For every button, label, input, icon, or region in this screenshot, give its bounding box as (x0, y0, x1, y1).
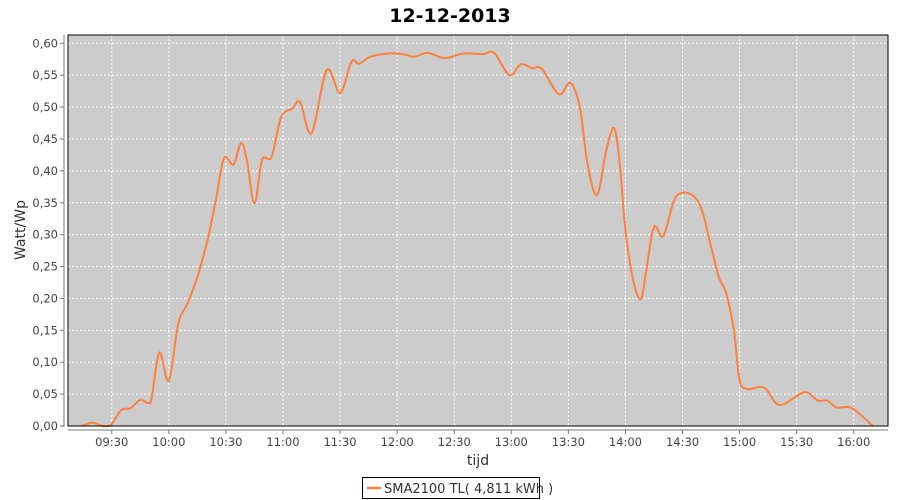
x-tick-label: 11:30 (323, 435, 356, 449)
y-tick-label: 0,55 (32, 68, 58, 82)
y-tick-label: 0,50 (32, 100, 58, 114)
legend: SMA2100 TL( 4,811 kWh ) (362, 477, 553, 499)
y-tick-label: 0,00 (32, 419, 58, 433)
y-tick-label: 0,25 (32, 260, 58, 274)
x-tick-label: 14:30 (666, 435, 699, 449)
y-tick-label: 0,35 (32, 196, 58, 210)
x-axis-label: tijd (467, 453, 489, 469)
x-tick-label: 10:00 (152, 435, 185, 449)
x-tick-label: 15:00 (723, 435, 756, 449)
legend-label: SMA2100 TL( 4,811 kWh ) (384, 482, 553, 497)
chart-title: 12-12-2013 (389, 5, 511, 27)
series-line (81, 50, 874, 428)
x-tick-label: 10:30 (209, 435, 242, 449)
series-layer (81, 50, 874, 428)
y-tick-label: 0,40 (32, 164, 58, 178)
y-tick-label: 0,05 (32, 387, 58, 401)
legend-box (362, 477, 540, 499)
x-axis-ticks: 09:30 10:00 10:30 11:00 11:30 12:00 12:30 13:00… (95, 430, 870, 449)
x-tick-label: 12:30 (438, 435, 471, 449)
x-tick-label: 11:00 (266, 435, 299, 449)
x-tick-label: 13:00 (495, 435, 528, 449)
x-tick-label: 14:00 (609, 435, 642, 449)
plot-area (68, 35, 888, 426)
plot-border (67, 34, 889, 427)
grid (68, 35, 888, 426)
y-axis-ticks: 0,00 0,05 0,10 0,15 0,20 0,25 0,30 0,35 0,40 0,45… (32, 36, 64, 433)
y-tick-label: 0,30 (32, 228, 58, 242)
y-axis-label: Watt/Wp (13, 200, 29, 260)
y-tick-label: 0,60 (32, 36, 58, 50)
x-tick-label: 13:30 (552, 435, 585, 449)
y-tick-label: 0,15 (32, 323, 58, 337)
x-tick-label: 15:30 (780, 435, 813, 449)
x-tick-label: 16:00 (837, 435, 870, 449)
y-tick-label: 0,10 (32, 355, 58, 369)
y-tick-label: 0,20 (32, 291, 58, 305)
x-tick-label: 09:30 (95, 435, 128, 449)
y-tick-label: 0,45 (32, 132, 58, 146)
x-tick-label: 12:00 (381, 435, 414, 449)
